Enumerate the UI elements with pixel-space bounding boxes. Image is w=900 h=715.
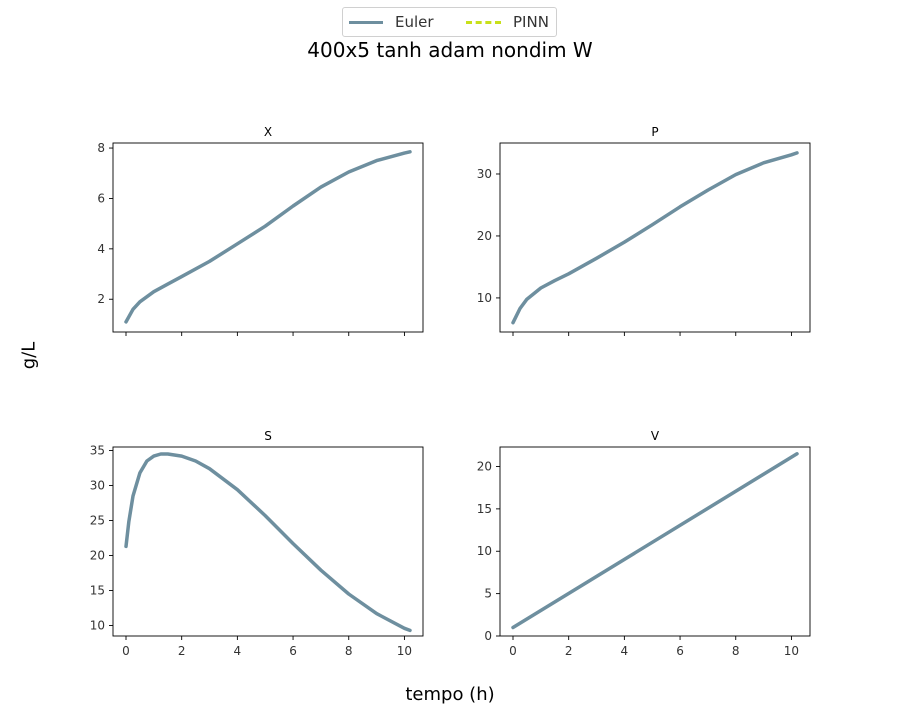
y-tick-label-x-8: 8: [97, 141, 105, 155]
series-line-x-euler: [124, 150, 412, 324]
axes-frame-p: [499, 142, 811, 333]
y-tick-label-x-4: 4: [97, 242, 105, 256]
x-tick-label-v-2: 2: [565, 644, 573, 658]
x-tick-label-s-2: 2: [178, 644, 186, 658]
x-tick-label-v-0: 0: [509, 644, 517, 658]
y-tick-label-s-35: 35: [90, 444, 105, 458]
y-tick-label-v-0: 0: [484, 629, 492, 643]
y-tick-label-v-15: 15: [477, 502, 492, 516]
x-tick-label-s-10: 10: [397, 644, 412, 658]
x-tick-label-s-8: 8: [345, 644, 353, 658]
panel-title-p: P: [651, 125, 658, 139]
x-tick-label-s-4: 4: [234, 644, 242, 658]
series-line-s-euler: [124, 452, 412, 633]
panel-title-s: S: [264, 429, 272, 443]
y-tick-label-p-20: 20: [477, 229, 492, 243]
x-tick-label-s-6: 6: [289, 644, 297, 658]
axes-frame-s: [112, 446, 424, 637]
y-axis-label: g/L: [18, 341, 40, 370]
y-tick-label-v-5: 5: [484, 587, 492, 601]
axes-frame-v: [499, 446, 811, 637]
legend: Euler PINN: [342, 7, 557, 37]
y-tick-label-x-2: 2: [97, 292, 105, 306]
y-tick-label-v-10: 10: [477, 544, 492, 558]
legend-swatch-pinn: [466, 21, 501, 24]
x-tick-label-v-8: 8: [732, 644, 740, 658]
legend-label-pinn: PINN: [513, 13, 549, 31]
legend-swatch-euler: [349, 21, 383, 24]
y-tick-label-s-25: 25: [90, 514, 105, 528]
y-tick-label-s-15: 15: [90, 584, 105, 598]
y-tick-label-p-30: 30: [477, 167, 492, 181]
y-tick-label-s-30: 30: [90, 479, 105, 493]
panel-title-x: X: [264, 125, 272, 139]
axes-frame-x: [112, 142, 424, 333]
x-axis-label: tempo (h): [405, 684, 495, 705]
y-tick-label-p-10: 10: [477, 291, 492, 305]
figure-title: 400x5 tanh adam nondim W: [307, 38, 593, 62]
x-tick-label-v-10: 10: [784, 644, 799, 658]
series-line-p-euler: [511, 151, 799, 325]
x-tick-label-s-0: 0: [122, 644, 130, 658]
series-line-v-euler: [511, 452, 799, 630]
x-tick-label-v-6: 6: [676, 644, 684, 658]
legend-label-euler: Euler: [395, 13, 434, 31]
y-tick-label-x-6: 6: [97, 191, 105, 205]
y-tick-label-s-10: 10: [90, 619, 105, 633]
y-tick-label-s-20: 20: [90, 549, 105, 563]
x-tick-label-v-4: 4: [621, 644, 629, 658]
panel-title-v: V: [651, 429, 660, 443]
y-tick-label-v-20: 20: [477, 459, 492, 473]
